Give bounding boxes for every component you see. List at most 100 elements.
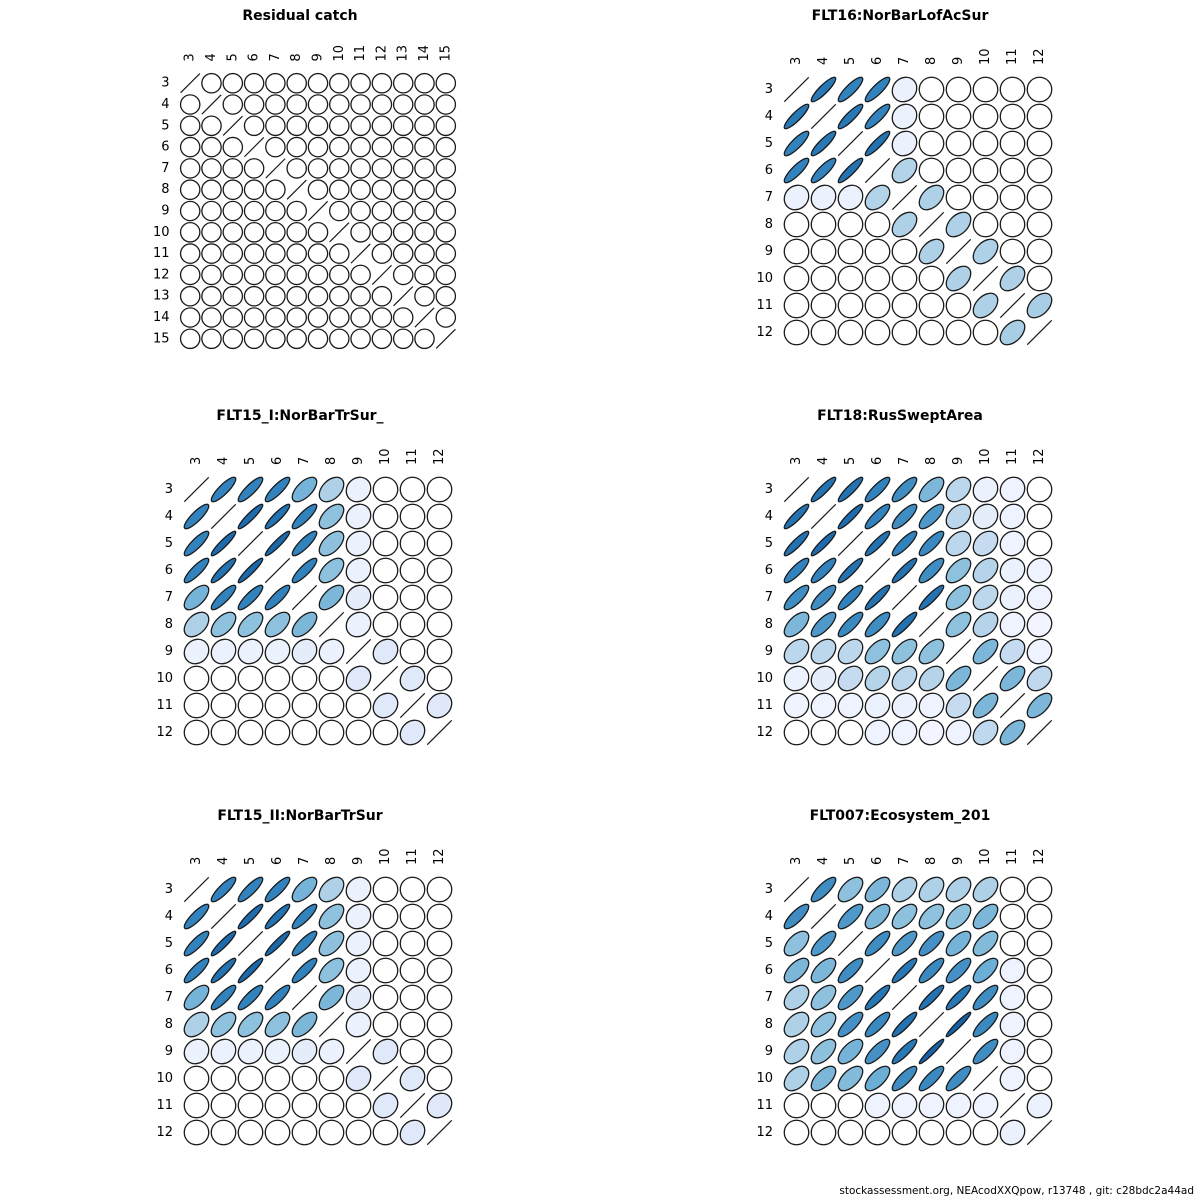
row-label: 8: [161, 182, 169, 197]
correlation-ellipse: [435, 94, 457, 115]
correlation-ellipse: [945, 876, 972, 903]
correlation-ellipse: [350, 72, 371, 94]
correlation-ellipse: [264, 876, 291, 903]
row-label: 4: [161, 97, 169, 112]
correlation-ellipse: [237, 719, 264, 746]
row-label: 5: [765, 536, 773, 551]
correlation-ellipse: [945, 557, 972, 584]
row-label: 3: [165, 482, 173, 497]
correlation-ellipse: [918, 930, 945, 957]
correlation-ellipse: [399, 503, 426, 530]
correlation-ellipse: [414, 328, 435, 350]
correlation-ellipse: [237, 557, 264, 584]
correlation-ellipse: [783, 103, 810, 130]
correlation-ellipse: [399, 957, 426, 984]
correlation-ellipse: [918, 476, 945, 503]
row-label: 3: [765, 482, 773, 497]
col-label: 6: [870, 57, 885, 65]
correlation-ellipse: [291, 1038, 318, 1065]
correlation-ellipse: [999, 184, 1026, 211]
correlation-ellipse: [972, 319, 999, 346]
panel-title-flt15-ii: FLT15_II:NorBarTrSur: [217, 808, 383, 824]
correlation-ellipse: [864, 876, 891, 903]
col-label: 15: [438, 45, 453, 62]
col-label: 8: [924, 857, 939, 865]
correlation-ellipse: [783, 1065, 810, 1092]
correlation-ellipse: [345, 611, 372, 638]
correlation-ellipse: [1026, 665, 1053, 692]
correlation-ellipse: [201, 307, 222, 328]
correlation-ellipse: [345, 930, 372, 957]
correlation-ellipse: [864, 1092, 891, 1119]
correlation-ellipse: [222, 243, 244, 264]
correlation-ellipse: [864, 719, 891, 746]
correlation-ellipse: [210, 476, 237, 503]
row-label: 12: [153, 267, 170, 282]
row-label: 12: [756, 725, 773, 740]
correlation-ellipse: [999, 611, 1026, 638]
row-label: 8: [765, 217, 773, 232]
correlation-ellipse: [307, 94, 329, 115]
correlation-ellipse: [999, 265, 1026, 292]
correlation-ellipse: [265, 72, 286, 94]
correlation-ellipse: [243, 158, 265, 179]
correlation-ellipse: [837, 238, 864, 265]
row-label: 6: [765, 563, 773, 578]
col-label: 6: [270, 457, 285, 465]
correlation-ellipse: [265, 264, 286, 286]
correlation-ellipse: [350, 222, 371, 243]
correlation-ellipse: [264, 719, 291, 746]
correlation-ellipse: [307, 115, 329, 137]
correlation-ellipse: [918, 184, 945, 211]
correlation-ellipse: [1026, 957, 1053, 984]
row-label: 10: [156, 671, 173, 686]
correlation-ellipse: [399, 903, 426, 930]
row-label: 5: [165, 536, 173, 551]
correlation-ellipse: [345, 1011, 372, 1038]
correlation-ellipse: [999, 930, 1026, 957]
correlation-ellipse: [426, 638, 453, 665]
correlation-ellipse: [264, 1119, 291, 1146]
correlation-ellipse: [945, 1119, 972, 1146]
correlation-ellipse: [972, 719, 999, 746]
col-label: 10: [378, 448, 393, 465]
diagonal-slash: [945, 1038, 972, 1065]
correlation-ellipse: [1026, 184, 1053, 211]
correlation-ellipse: [345, 530, 372, 557]
row-label: 12: [756, 325, 773, 340]
correlation-ellipse: [837, 665, 864, 692]
diagonal-slash: [864, 157, 891, 184]
row-label: 5: [765, 936, 773, 951]
correlation-ellipse: [810, 1065, 837, 1092]
correlation-ellipse: [414, 136, 435, 158]
correlation-ellipse: [864, 292, 891, 319]
correlation-ellipse: [1026, 930, 1053, 957]
correlation-ellipse: [972, 76, 999, 103]
correlation-ellipse: [999, 638, 1026, 665]
diagonal-slash: [264, 957, 291, 984]
correlation-ellipse: [999, 476, 1026, 503]
correlation-ellipse: [999, 76, 1026, 103]
col-label: 4: [204, 53, 219, 61]
correlation-ellipse: [318, 1065, 345, 1092]
row-label: 6: [161, 140, 169, 155]
correlation-ellipse: [264, 1065, 291, 1092]
correlation-ellipse: [392, 72, 414, 94]
correlation-ellipse: [972, 503, 999, 530]
diagonal-slash: [837, 930, 864, 957]
correlation-ellipse: [426, 503, 453, 530]
correlation-ellipse: [999, 957, 1026, 984]
correlation-ellipse: [918, 292, 945, 319]
correlation-ellipse: [783, 638, 810, 665]
col-label: 5: [843, 857, 858, 865]
col-label: 4: [816, 57, 831, 65]
correlation-ellipse: [864, 238, 891, 265]
correlation-ellipse: [318, 1092, 345, 1119]
correlation-ellipse: [210, 530, 237, 557]
correlation-ellipse: [371, 158, 393, 179]
correlation-ellipse: [265, 179, 286, 200]
panel-title-residual-catch: Residual catch: [242, 8, 358, 24]
correlation-ellipse: [371, 222, 393, 243]
correlation-ellipse: [945, 157, 972, 184]
correlation-ellipse: [426, 1092, 453, 1119]
